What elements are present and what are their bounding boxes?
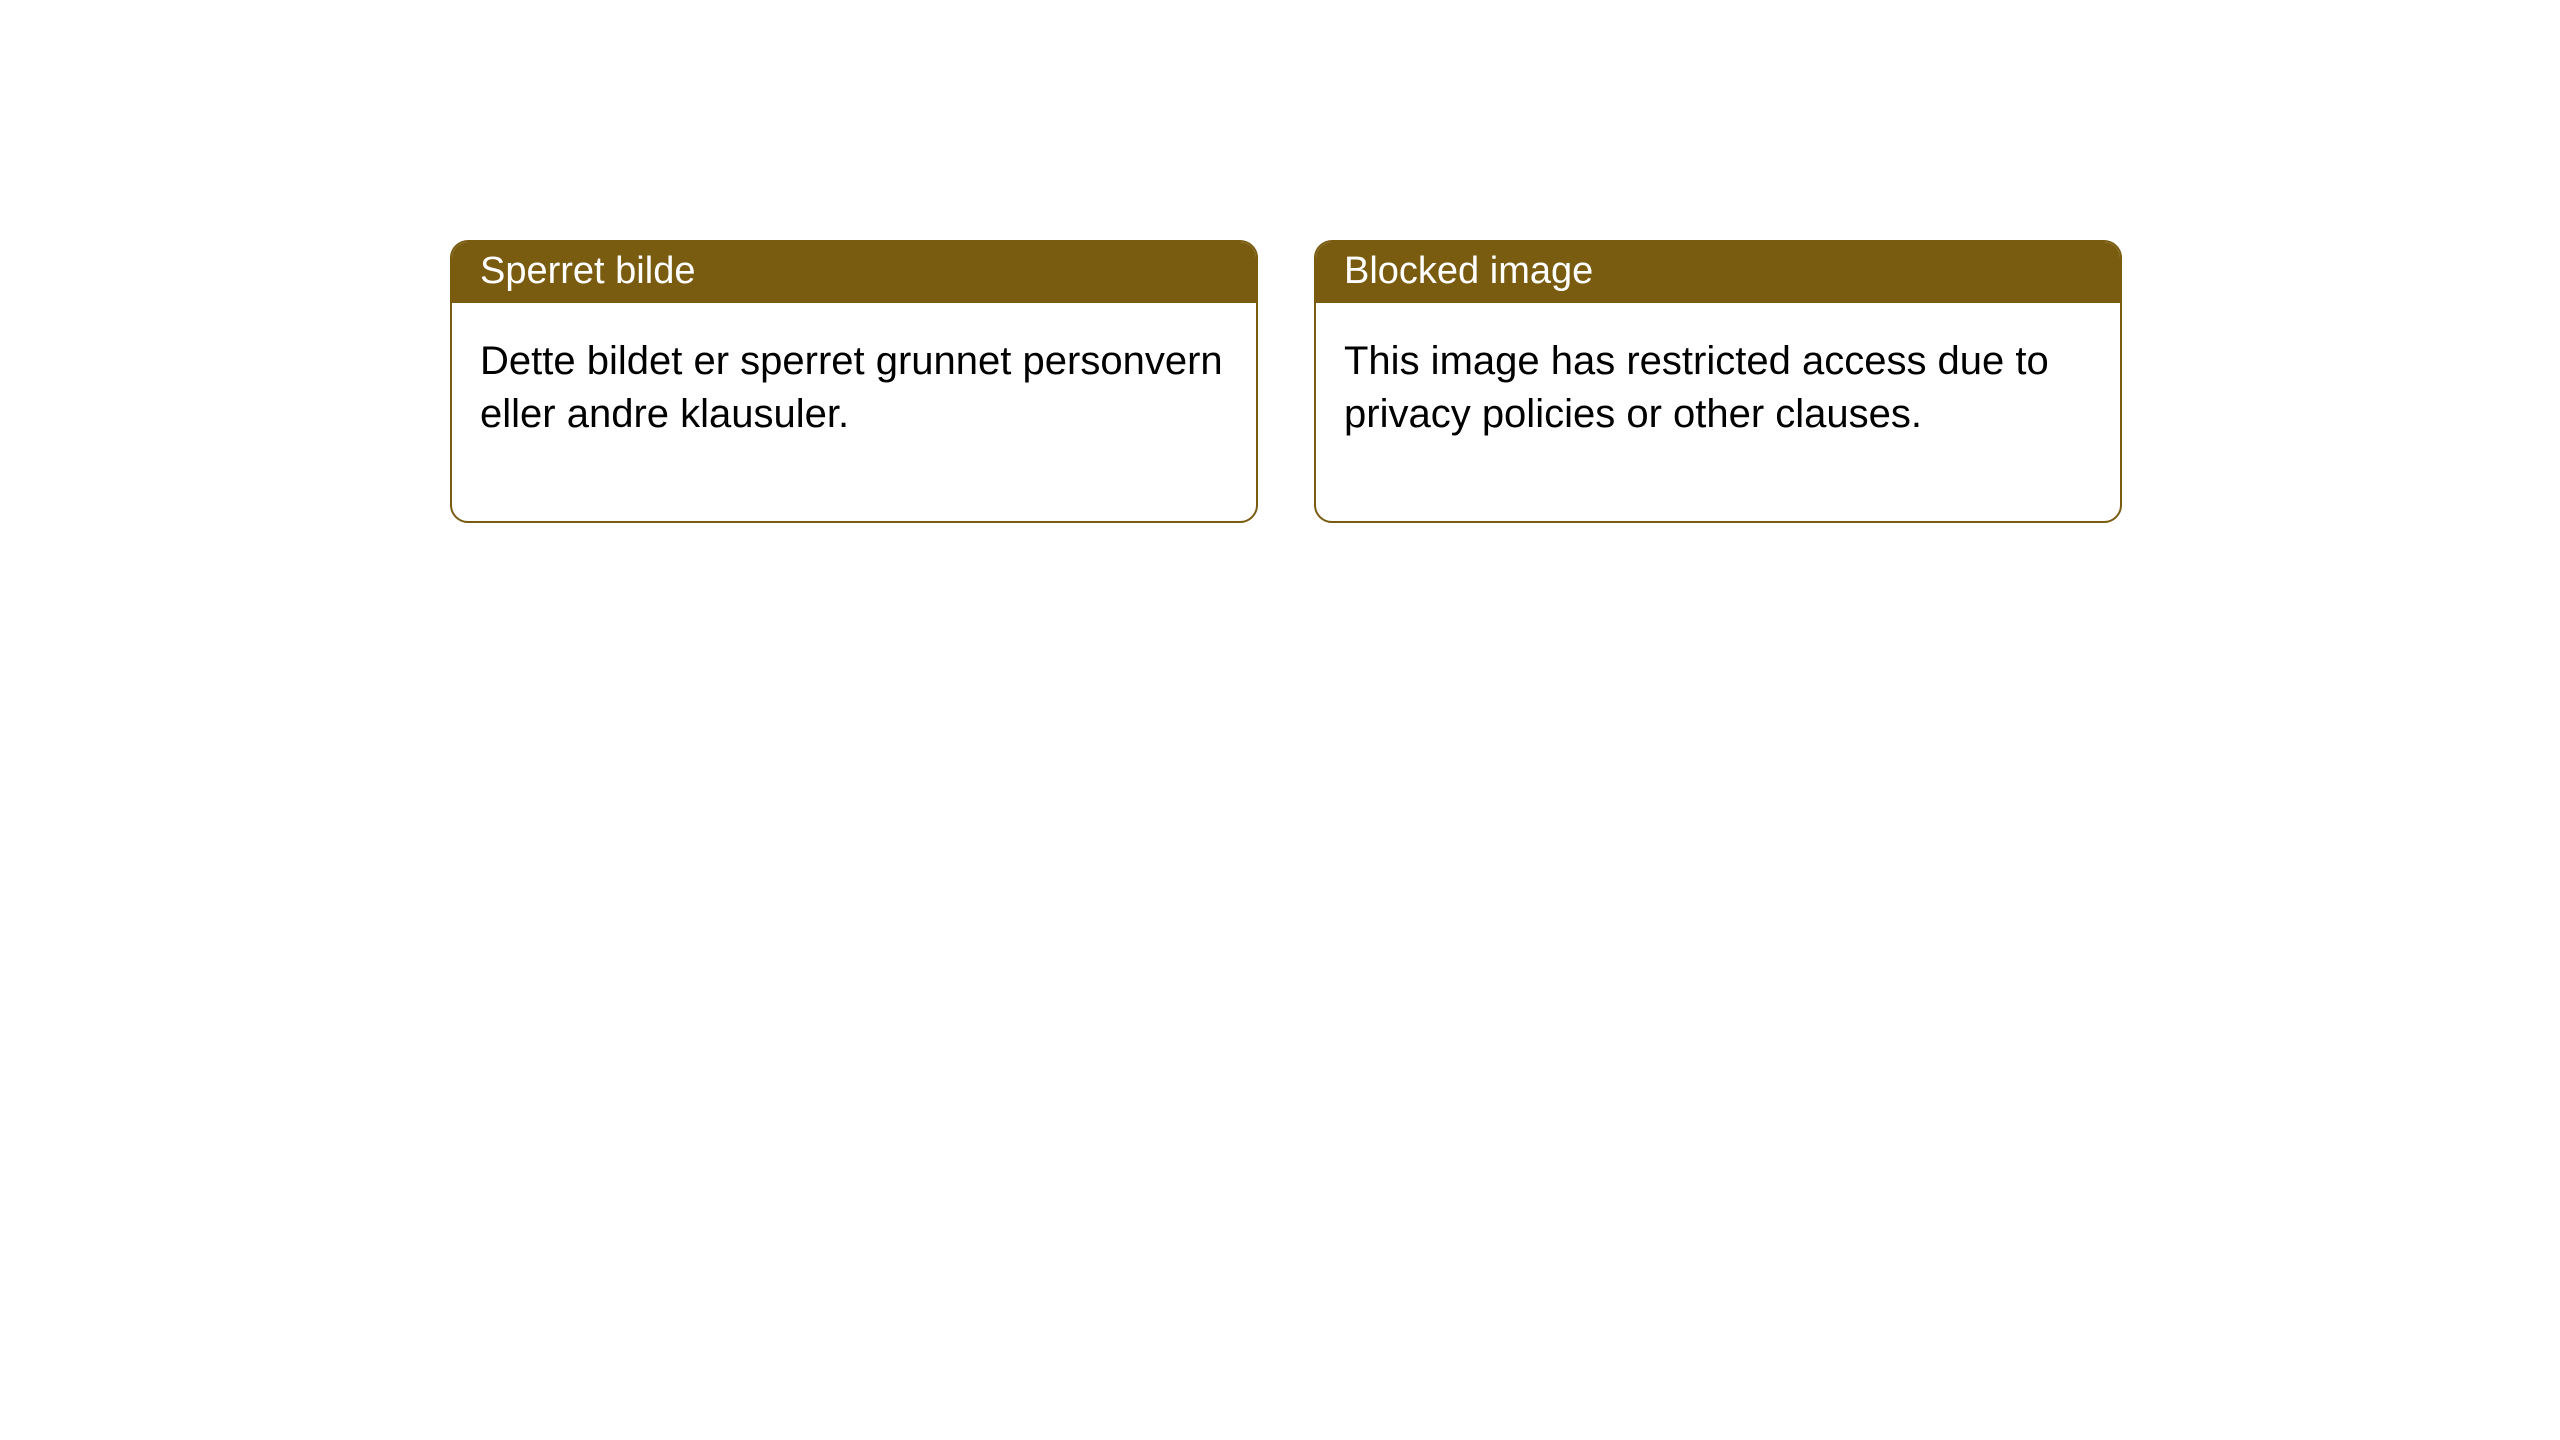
notice-body-english: This image has restricted access due to … bbox=[1316, 303, 2120, 521]
notice-container: Sperret bilde Dette bildet er sperret gr… bbox=[0, 0, 2560, 523]
notice-title-english: Blocked image bbox=[1316, 242, 2120, 303]
notice-card-english: Blocked image This image has restricted … bbox=[1314, 240, 2122, 523]
notice-title-norwegian: Sperret bilde bbox=[452, 242, 1256, 303]
notice-body-norwegian: Dette bildet er sperret grunnet personve… bbox=[452, 303, 1256, 521]
notice-card-norwegian: Sperret bilde Dette bildet er sperret gr… bbox=[450, 240, 1258, 523]
